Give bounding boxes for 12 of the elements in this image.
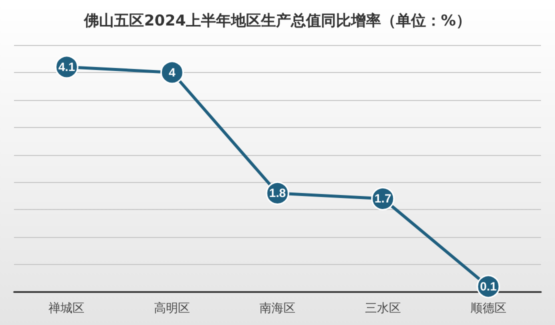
point bbox=[160, 60, 184, 84]
data-label: 0.1 bbox=[480, 280, 497, 294]
data-label: 4 bbox=[168, 65, 176, 80]
x-tick-label: 南海区 bbox=[260, 301, 296, 315]
x-tick-label: 禅城区 bbox=[48, 301, 85, 315]
x-tick-label: 三水区 bbox=[364, 301, 401, 315]
x-tick-label: 顺德区 bbox=[470, 301, 506, 315]
data-label: 1.7 bbox=[374, 192, 392, 206]
chart-title: 佛山五区2024上半年地区生产总值同比增率（单位：%） bbox=[83, 12, 471, 30]
data-label: 1.8 bbox=[269, 186, 286, 200]
data-label: 4.1 bbox=[58, 60, 76, 74]
x-tick-label: 高明区 bbox=[154, 301, 190, 315]
